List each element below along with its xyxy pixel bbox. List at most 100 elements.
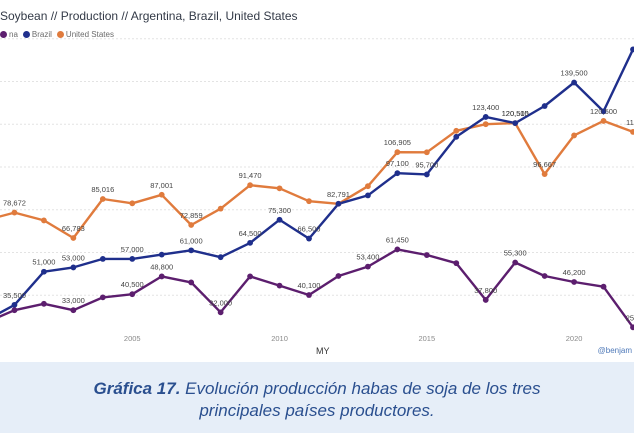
data-label-brazil: 120,515 <box>502 109 529 118</box>
data-label-argentina: 40,500 <box>121 280 144 289</box>
chart-title: Soybean // Production // Argentina, Braz… <box>0 9 298 23</box>
data-label-united-states: 85,016 <box>91 185 114 194</box>
data-label-brazil: 82,791 <box>327 190 350 199</box>
data-label-argentina: 53,400 <box>356 253 379 262</box>
data-label-argentina: 55,300 <box>504 249 527 258</box>
data-label-brazil: 35,500 <box>3 291 26 300</box>
legend: na Brazil United States <box>0 30 119 39</box>
data-point-argentina <box>512 259 519 266</box>
data-point-brazil <box>41 268 47 275</box>
data-label-united-states: 91,470 <box>239 171 262 180</box>
data-label-brazil: 75,300 <box>268 206 291 215</box>
data-point-argentina <box>394 246 401 253</box>
data-point-argentina <box>99 294 106 301</box>
data-label-united-states: 72,859 <box>180 211 203 220</box>
data-point-united-states <box>423 149 430 156</box>
data-point-brazil <box>423 171 430 178</box>
data-point-argentina <box>276 282 283 289</box>
data-point-argentina <box>11 307 18 314</box>
caption-line-2: principales países productores. <box>199 401 435 420</box>
legend-label-united-states: United States <box>65 30 114 39</box>
data-point-united-states <box>482 121 489 128</box>
data-point-united-states <box>394 149 401 156</box>
x-tick-label: 2015 <box>418 334 435 343</box>
legend-item-united-states[interactable]: United States <box>56 30 114 39</box>
data-point-argentina <box>41 300 47 307</box>
data-label-brazil: 53,000 <box>62 253 85 262</box>
data-point-argentina <box>129 291 136 298</box>
legend-dot-united-states <box>56 31 64 38</box>
data-label-united-states: 66,783 <box>62 224 85 233</box>
data-label-brazil: 57,000 <box>121 245 144 254</box>
data-point-united-states <box>70 235 77 241</box>
data-point-brazil <box>247 239 253 246</box>
data-point-brazil <box>11 301 18 308</box>
x-tick-label: 2020 <box>566 334 583 343</box>
data-point-united-states <box>217 205 224 212</box>
data-label-argentina: 48,800 <box>150 262 173 271</box>
data-point-argentina <box>600 283 607 290</box>
data-label-argentina: 25,0 <box>626 313 634 322</box>
data-point-argentina <box>482 297 489 303</box>
x-axis-title: MY <box>316 346 330 356</box>
legend-label-brazil: Brazil <box>31 30 52 39</box>
x-tick-label: 2005 <box>124 334 141 343</box>
data-point-united-states <box>453 127 460 134</box>
data-point-argentina <box>453 260 460 267</box>
data-point-united-states <box>247 182 253 189</box>
data-label-united-states: 78,672 <box>3 199 26 208</box>
data-label-united-states: 96,667 <box>533 160 556 169</box>
data-label-brazil: 97,100 <box>386 159 409 168</box>
data-label-brazil: 95,700 <box>415 160 438 169</box>
caption-panel: Gráfica 17. Evolución producción habas d… <box>0 362 634 433</box>
data-point-argentina <box>423 252 430 258</box>
data-point-united-states <box>630 129 634 135</box>
legend-dot-argentina <box>0 31 7 38</box>
data-label-united-states: 120,500 <box>590 107 617 116</box>
legend-item-argentina[interactable]: na <box>0 30 18 39</box>
data-point-united-states <box>41 217 47 224</box>
data-point-argentina <box>365 263 371 270</box>
data-label-brazil: 139,500 <box>561 69 588 78</box>
data-point-united-states <box>306 198 312 205</box>
data-point-brazil <box>453 133 460 140</box>
data-point-argentina <box>188 279 195 286</box>
data-point-united-states <box>600 118 607 124</box>
data-point-united-states <box>99 196 106 202</box>
data-point-argentina <box>630 324 634 331</box>
data-point-argentina <box>571 279 577 285</box>
data-labels: 578,67266,78385,01687,00172,85991,470106… <box>3 69 634 323</box>
data-point-argentina <box>541 273 548 279</box>
data-point-brazil <box>541 103 548 109</box>
data-point-brazil <box>600 108 607 115</box>
data-point-brazil <box>365 192 371 199</box>
legend-dot-brazil <box>22 31 30 38</box>
data-point-argentina <box>217 309 224 316</box>
data-point-argentina <box>70 307 77 314</box>
data-point-united-states <box>276 185 283 192</box>
data-label-argentina: 46,200 <box>563 268 586 277</box>
data-label-argentina: 61,450 <box>386 235 409 244</box>
legend-item-brazil[interactable]: Brazil <box>22 30 52 39</box>
caption-lead: Gráfica 17. <box>93 379 181 398</box>
series-points <box>11 46 634 331</box>
data-point-united-states <box>11 209 18 216</box>
data-point-united-states <box>158 191 165 198</box>
x-axis-ticks: 2005 2010 2015 2020 <box>124 334 583 343</box>
data-point-brazil <box>571 79 577 86</box>
data-label-brazil: 64,500 <box>239 229 262 238</box>
data-point-brazil <box>512 120 519 127</box>
data-point-brazil <box>129 255 136 262</box>
data-label-argentina: 33,000 <box>62 296 85 305</box>
watermark: @benjam <box>597 346 632 355</box>
data-point-argentina <box>306 292 312 298</box>
data-point-united-states <box>129 200 136 207</box>
data-point-united-states <box>541 171 548 177</box>
data-label-argentina: 32,000 <box>209 298 232 307</box>
data-point-united-states <box>571 132 577 139</box>
data-point-argentina <box>158 273 165 280</box>
data-point-brazil <box>306 235 312 242</box>
data-label-brazil: 61,000 <box>180 236 203 245</box>
data-point-united-states <box>365 183 371 190</box>
